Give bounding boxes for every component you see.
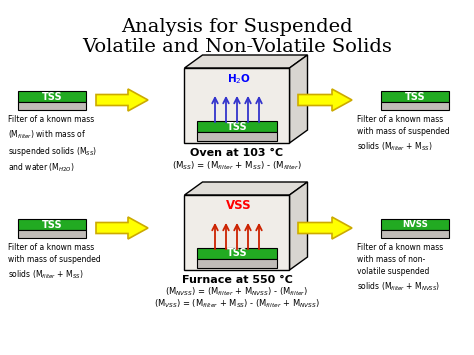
Bar [18,91,86,102]
Text: Volatile and Non-Volatile Solids: Volatile and Non-Volatile Solids [82,38,392,56]
Polygon shape [298,217,352,239]
Bar [381,102,449,110]
Text: Filter of a known mass
with mass of suspended
solids (M$_{filter}$ + M$_{SS}$): Filter of a known mass with mass of susp… [357,115,450,153]
Polygon shape [298,89,352,111]
Bar [18,102,86,110]
Text: VSS: VSS [226,199,252,212]
Text: NVSS: NVSS [402,220,428,229]
Text: TSS: TSS [405,92,425,102]
Text: TSS: TSS [227,121,247,131]
Polygon shape [96,217,148,239]
Text: Oven at 103 °C: Oven at 103 °C [191,148,283,158]
Text: Filter of a known mass
with mass of suspended
solids (M$_{filter}$ + M$_{SS}$): Filter of a known mass with mass of susp… [8,243,101,281]
Bar [381,219,449,230]
Polygon shape [290,55,308,143]
Text: Filter of a known mass
with mass of non-
volatile suspended
solids (M$_{filter}$: Filter of a known mass with mass of non-… [357,243,443,293]
Bar [197,121,277,132]
Text: Analysis for Suspended: Analysis for Suspended [121,18,353,36]
Bar [18,219,86,230]
Text: TSS: TSS [227,248,247,258]
Text: (M$_{SS}$) = (M$_{filter}$ + M$_{SS}$) - (M$_{filter}$): (M$_{SS}$) = (M$_{filter}$ + M$_{SS}$) -… [172,159,302,171]
Text: H$_2$O: H$_2$O [227,72,251,86]
Text: (M$_{VSS}$) = (M$_{filter}$ + M$_{SS}$) - (M$_{filter}$ + M$_{NVSS}$): (M$_{VSS}$) = (M$_{filter}$ + M$_{SS}$) … [154,297,320,310]
Text: (M$_{NVSS}$) = (M$_{filter}$ + M$_{NVSS}$) - (M$_{filter}$): (M$_{NVSS}$) = (M$_{filter}$ + M$_{NVSS}… [165,286,309,299]
Bar [184,195,290,270]
Polygon shape [96,89,148,111]
Bar [184,68,290,143]
Text: Filter of a known mass
(M$_{filter}$) with mass of
suspended solids (M$_{SS}$)
a: Filter of a known mass (M$_{filter}$) wi… [8,115,97,174]
Bar [381,230,449,238]
Bar [197,248,277,259]
Text: TSS: TSS [42,92,62,102]
Bar [381,91,449,102]
Bar [197,259,277,268]
Text: TSS: TSS [42,219,62,229]
Bar [197,132,277,141]
Text: Furnace at 550 °C: Furnace at 550 °C [182,275,292,285]
Polygon shape [184,182,308,195]
Polygon shape [184,55,308,68]
Polygon shape [290,182,308,270]
Bar [18,230,86,238]
